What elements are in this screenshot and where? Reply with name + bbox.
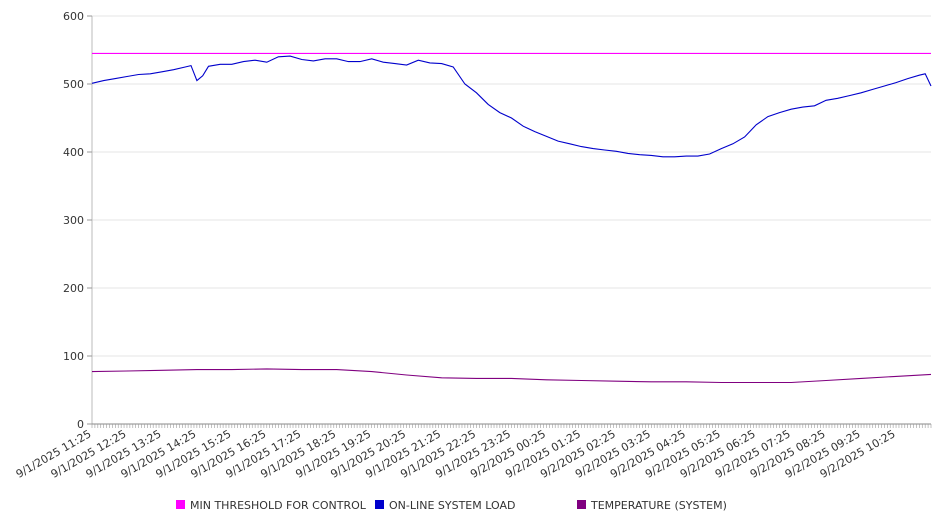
y-tick-label: 600 [63, 10, 84, 23]
y-axis-ticks: 0 100 200 300 400 500 600 [63, 10, 92, 431]
y-tick-label: 300 [63, 214, 84, 227]
y-tick-label: 0 [77, 418, 84, 431]
legend-label: MIN THRESHOLD FOR CONTROL [190, 499, 367, 512]
legend-swatch [375, 500, 384, 509]
series-line-on-line-system-load [91, 55, 932, 158]
legend: MIN THRESHOLD FOR CONTROL ON-LINE SYSTEM … [176, 499, 727, 512]
y-tick-label: 500 [63, 78, 84, 91]
series-lines [91, 52, 932, 384]
x-axis-ticks: 9/1/2025 11:259/1/2025 12:259/1/2025 13:… [14, 424, 932, 481]
series-line-temperature-system [91, 368, 932, 384]
legend-label: TEMPERATURE (SYSTEM) [590, 499, 727, 512]
gridlines [92, 15, 931, 357]
y-tick-label: 400 [63, 146, 84, 159]
y-tick-label: 200 [63, 282, 84, 295]
legend-swatch [176, 500, 185, 509]
legend-swatch [577, 500, 586, 509]
legend-label: ON-LINE SYSTEM LOAD [389, 499, 515, 512]
y-tick-label: 100 [63, 350, 84, 363]
